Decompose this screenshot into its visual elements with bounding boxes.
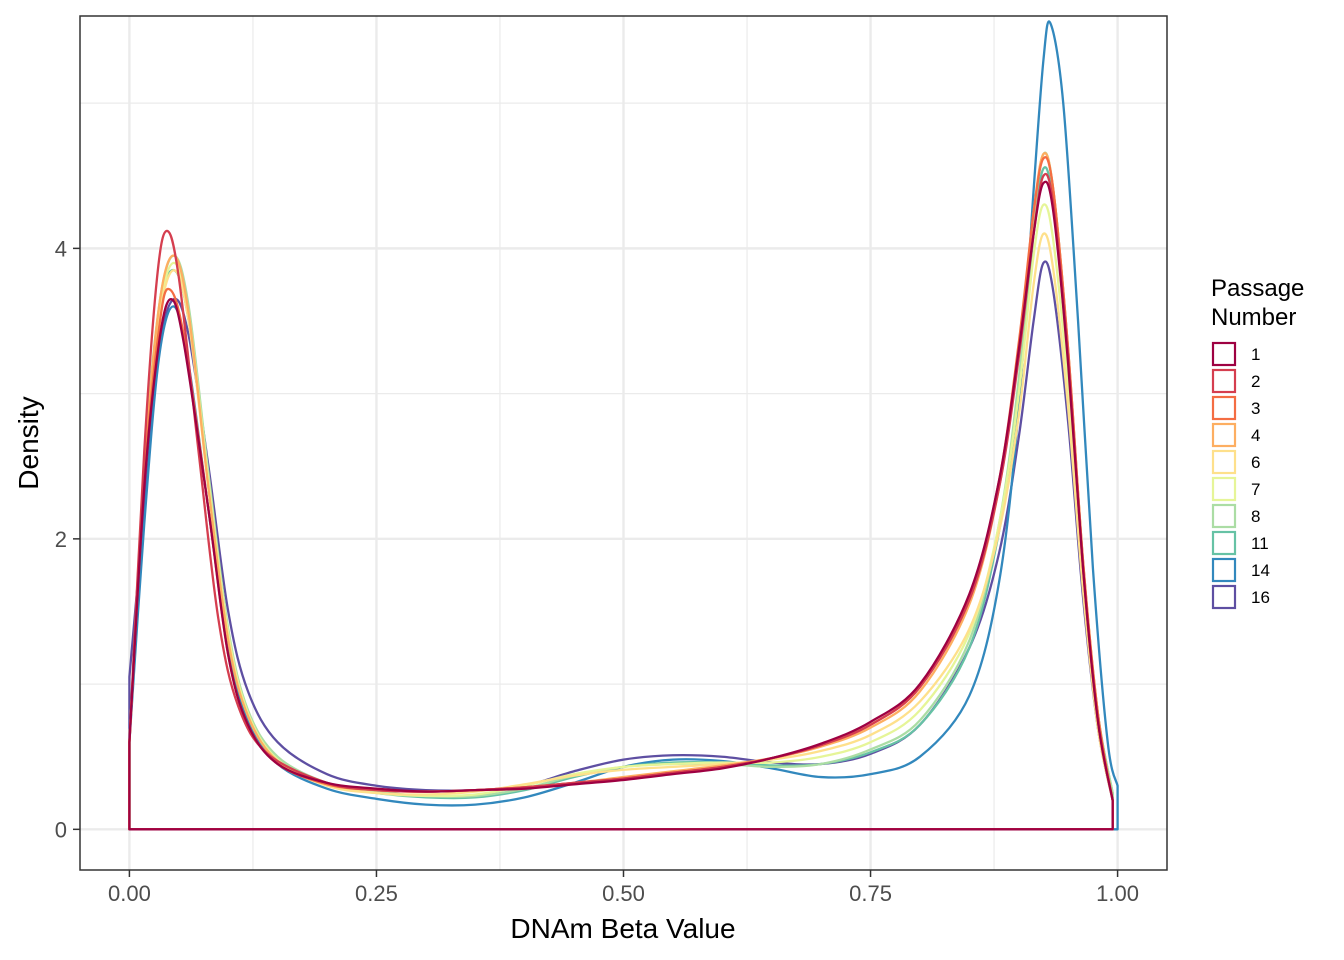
legend-items: 1 2 3 4 6 7 8 11 14 16 [1211,341,1270,610]
y-tick-label: 4 [55,236,67,261]
legend-key-4 [1211,422,1237,448]
legend-label-3: 3 [1251,399,1260,418]
legend-label-4: 4 [1251,426,1260,445]
legend-key-1 [1211,341,1237,367]
legend-key-3 [1211,395,1237,421]
y-tick-label: 2 [55,527,67,552]
legend-label-14: 14 [1251,561,1270,580]
x-axis: 0.00 0.25 0.50 0.75 1.00 [108,870,1139,906]
x-axis-title: DNAm Beta Value [510,913,735,944]
legend-key-16 [1211,584,1237,610]
legend-title-line-2: Number [1211,304,1296,331]
legend-key-6 [1211,449,1237,475]
y-axis: 0 2 4 [55,236,80,842]
legend-key-2 [1211,368,1237,394]
legend-label-16: 16 [1251,588,1270,607]
x-tick-label: 1.00 [1096,881,1139,906]
legend-key-8 [1211,503,1237,529]
x-tick-label: 0.75 [849,881,892,906]
x-tick-label: 0.50 [602,881,645,906]
legend-title-line-1: Passage [1211,275,1304,302]
legend-label-11: 11 [1251,534,1269,553]
legend-key-11 [1211,530,1237,556]
legend-key-14 [1211,557,1237,583]
y-axis-title: Density [13,396,44,489]
legend-label-1: 1 [1251,345,1260,364]
legend: Passage Number 1 2 3 4 6 7 8 11 14 16 [1211,275,1304,610]
x-tick-label: 0.25 [355,881,398,906]
legend-label-6: 6 [1251,453,1260,472]
density-series [128,20,1119,831]
legend-label-8: 8 [1251,507,1260,526]
y-tick-label: 0 [55,817,67,842]
density-curve-1 [128,180,1114,831]
legend-label-7: 7 [1251,480,1260,499]
x-tick-label: 0.00 [108,881,151,906]
legend-label-2: 2 [1251,372,1260,391]
legend-key-7 [1211,476,1237,502]
